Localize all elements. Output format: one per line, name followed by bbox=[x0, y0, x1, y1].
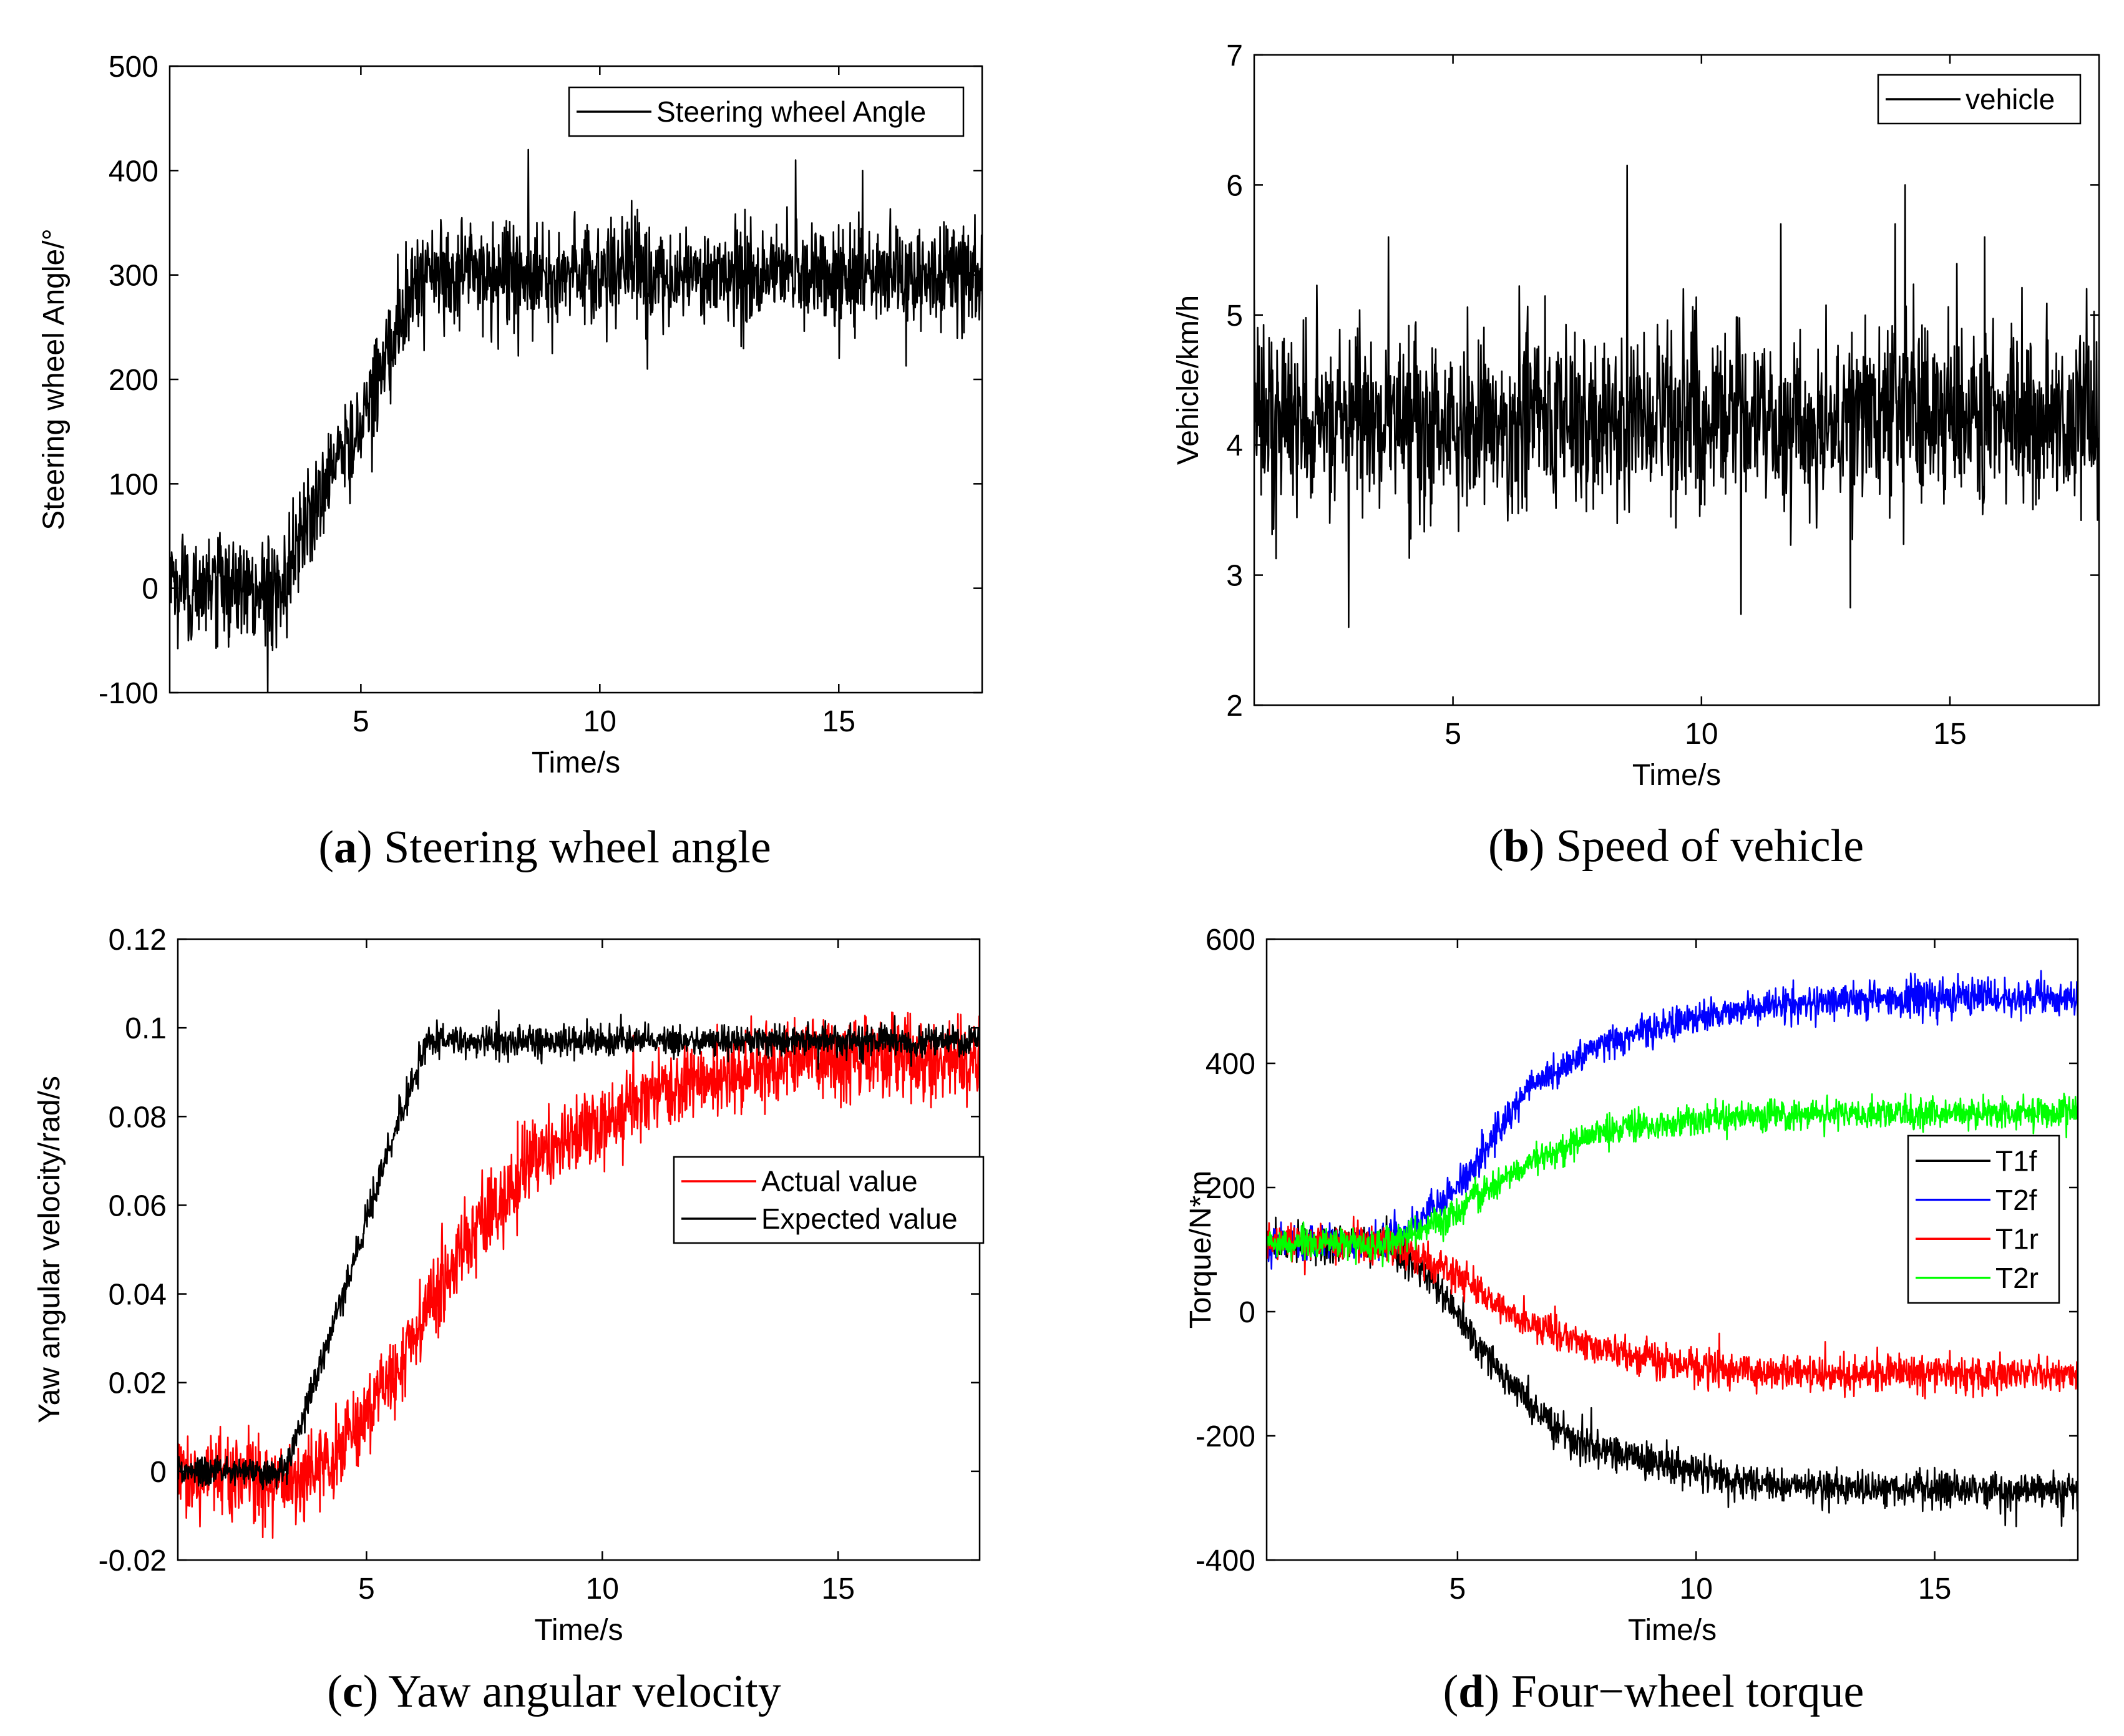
y-tick-label: 0 bbox=[142, 573, 158, 606]
x-tick-label: 15 bbox=[1933, 718, 1966, 751]
series-line-steering-wheel-angle bbox=[170, 149, 982, 693]
plot-area bbox=[170, 66, 982, 693]
y-tick-label: 0.04 bbox=[109, 1279, 167, 1312]
x-tick-label: 10 bbox=[586, 1573, 619, 1606]
legend-box bbox=[1907, 1134, 2060, 1304]
legend: T1f T2f T1r T2r bbox=[1907, 1134, 2060, 1304]
legend: Actual value Expected value bbox=[673, 1156, 985, 1244]
y-axis-label: Steering wheel Angle/° bbox=[37, 228, 71, 530]
y-tick-label: 600 bbox=[1206, 924, 1255, 957]
series-line-actual-value bbox=[178, 1011, 980, 1539]
x-tick-label: 15 bbox=[822, 705, 855, 738]
y-tick-label: 0 bbox=[1239, 1296, 1255, 1329]
x-tick-label: 5 bbox=[358, 1573, 375, 1606]
y-tick-label: 300 bbox=[109, 260, 158, 293]
x-axis-label: Time/s bbox=[1632, 759, 1721, 792]
x-tick-label: 5 bbox=[1449, 1573, 1466, 1606]
y-axis-label: Vehicle/km/h bbox=[1172, 295, 1205, 465]
y-tick-label: 0.02 bbox=[109, 1367, 167, 1400]
series-line-t1r bbox=[1267, 1216, 2078, 1400]
series-group bbox=[1267, 970, 2078, 1528]
legend: vehicle bbox=[1877, 74, 2082, 125]
y-tick-label: 400 bbox=[109, 155, 158, 188]
axes-frame bbox=[1265, 938, 2079, 1561]
y-tick-label: 0.12 bbox=[109, 924, 167, 957]
y-tick-label: 200 bbox=[109, 364, 158, 397]
legend-label: T1f bbox=[1995, 1144, 2037, 1177]
legend-label: T2r bbox=[1995, 1262, 2039, 1294]
y-tick-label: 100 bbox=[109, 468, 158, 501]
series-line-t2r bbox=[1267, 1093, 2078, 1267]
chart-panel-c: 5 10 15 -0.02 0 0.02 0.04 0.06 0.08 0.1 0.12 Time/s… bbox=[33, 924, 985, 1717]
legend-label: Expected value bbox=[761, 1202, 958, 1235]
axes-frame bbox=[177, 938, 981, 1561]
panel-caption: (b) Speed of vehicle bbox=[1488, 821, 1864, 872]
x-tick-label: 5 bbox=[1444, 718, 1461, 751]
series-line-t1f bbox=[1267, 1215, 2078, 1528]
series-group bbox=[1254, 164, 2099, 628]
legend-label: T1r bbox=[1995, 1222, 2039, 1255]
y-tick-label: 0.08 bbox=[109, 1101, 167, 1134]
legend-label: Actual value bbox=[761, 1165, 918, 1197]
series-group bbox=[170, 149, 982, 693]
legend-box bbox=[673, 1156, 985, 1244]
chart-panel-a: 5 10 15 -100 0 100 200 300 400 500 Time/s Steering … bbox=[37, 51, 983, 873]
y-tick-label: -400 bbox=[1196, 1544, 1255, 1578]
y-tick-label: 500 bbox=[109, 51, 158, 84]
series-group bbox=[178, 1009, 980, 1539]
y-tick-label: 7 bbox=[1226, 39, 1243, 72]
x-axis-label: Time/s bbox=[532, 746, 620, 779]
panel-caption: (a) Steering wheel angle bbox=[318, 822, 771, 873]
y-tick-label: 3 bbox=[1226, 560, 1243, 593]
series-line-vehicle bbox=[1254, 164, 2099, 628]
x-axis-label: Time/s bbox=[534, 1614, 623, 1647]
y-tick-label: 4 bbox=[1226, 429, 1243, 462]
x-tick-label: 15 bbox=[1918, 1573, 1951, 1606]
x-tick-label: 5 bbox=[353, 705, 369, 738]
y-tick-label: 200 bbox=[1206, 1172, 1255, 1205]
y-tick-label: -100 bbox=[99, 677, 158, 710]
y-tick-label: -0.02 bbox=[99, 1544, 167, 1578]
y-tick-label: 6 bbox=[1226, 169, 1243, 202]
legend-label: T2f bbox=[1995, 1184, 2037, 1216]
x-tick-label: 10 bbox=[1685, 718, 1718, 751]
y-tick-label: 0 bbox=[150, 1456, 167, 1489]
x-tick-label: 10 bbox=[1680, 1573, 1713, 1606]
y-tick-label: -200 bbox=[1196, 1420, 1255, 1453]
y-axis-label: Torque/N*m bbox=[1184, 1171, 1217, 1329]
x-tick-label: 15 bbox=[822, 1573, 855, 1606]
y-tick-label: 0.1 bbox=[125, 1012, 167, 1045]
panel-caption: (d) Four−wheel torque bbox=[1443, 1666, 1864, 1717]
legend-label: vehicle bbox=[1966, 83, 2055, 115]
x-tick-label: 10 bbox=[583, 705, 616, 738]
legend-label: Steering wheel Angle bbox=[656, 95, 926, 128]
y-tick-label: 0.06 bbox=[109, 1189, 167, 1222]
y-axis-label: Yaw angular velocity/rad/s bbox=[33, 1076, 66, 1423]
y-tick-label: 400 bbox=[1206, 1048, 1255, 1081]
panel-caption: (c) Yaw angular velocity bbox=[327, 1666, 781, 1717]
series-line-expected-value bbox=[178, 1009, 980, 1491]
x-axis-label: Time/s bbox=[1628, 1614, 1717, 1647]
legend: Steering wheel Angle bbox=[568, 86, 965, 137]
axes-frame bbox=[1253, 54, 2100, 706]
y-tick-label: 5 bbox=[1226, 300, 1243, 333]
chart-panel-b: 5 10 15 2 3 4 5 6 7 Time/s Vehicle/km/h vehicle (b) … bbox=[1172, 39, 2100, 872]
y-tick-label: 2 bbox=[1226, 690, 1243, 723]
chart-panel-d: 5 10 15 -400 -200 0 200 400 600 Time/s Torque/N*m T… bbox=[1184, 924, 2079, 1717]
